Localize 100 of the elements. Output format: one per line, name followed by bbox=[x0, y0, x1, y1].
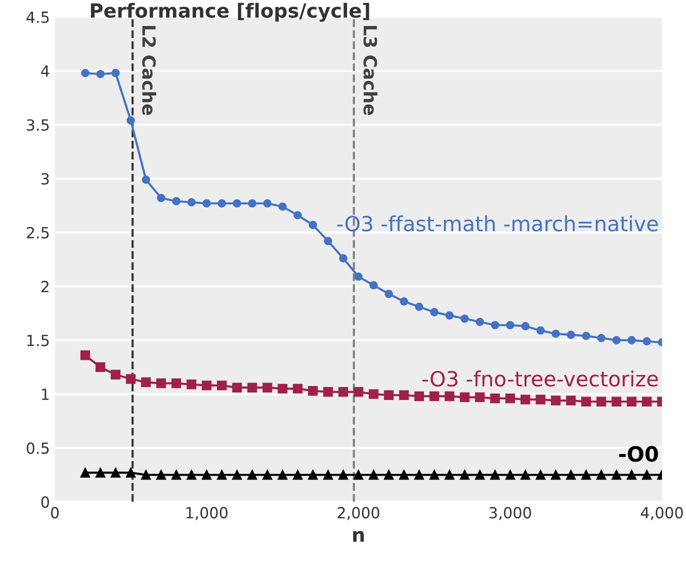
point bbox=[232, 470, 242, 480]
point bbox=[414, 302, 424, 311]
point bbox=[187, 198, 196, 206]
point bbox=[308, 220, 318, 230]
series-label: -O3 -ffast-math -march=native bbox=[337, 215, 658, 232]
point bbox=[430, 308, 438, 316]
point bbox=[156, 470, 166, 480]
point bbox=[278, 384, 288, 394]
point bbox=[110, 468, 120, 478]
point bbox=[186, 470, 196, 480]
y-tick-label: 3.5 bbox=[26, 119, 49, 131]
point bbox=[581, 470, 591, 480]
y-tick-label: 2.5 bbox=[26, 226, 49, 238]
point bbox=[414, 391, 424, 402]
point bbox=[263, 199, 272, 208]
point bbox=[126, 116, 135, 125]
x-tick-label: 2,000 bbox=[338, 506, 380, 520]
ref-line-label: L2 Cache bbox=[142, 26, 156, 115]
point bbox=[596, 396, 606, 406]
point bbox=[612, 396, 622, 406]
point bbox=[444, 391, 454, 402]
point bbox=[612, 336, 621, 344]
point bbox=[171, 470, 182, 480]
point bbox=[278, 202, 287, 211]
x-tick-label: 3,000 bbox=[490, 506, 532, 520]
point bbox=[186, 380, 196, 390]
point bbox=[384, 390, 394, 400]
point bbox=[627, 336, 636, 344]
x-tick-label: 4,000 bbox=[640, 506, 683, 520]
point bbox=[550, 470, 561, 480]
point bbox=[308, 470, 318, 480]
point bbox=[505, 470, 516, 480]
point bbox=[612, 470, 622, 480]
point bbox=[400, 297, 408, 306]
point bbox=[338, 470, 348, 480]
point bbox=[368, 470, 378, 480]
point bbox=[323, 387, 333, 397]
point bbox=[110, 370, 120, 380]
point bbox=[552, 330, 560, 338]
point bbox=[368, 389, 378, 399]
point bbox=[460, 470, 470, 480]
point bbox=[354, 470, 364, 480]
point bbox=[536, 470, 546, 480]
point bbox=[247, 470, 258, 480]
point bbox=[96, 468, 106, 478]
point bbox=[505, 394, 516, 404]
point bbox=[642, 470, 652, 480]
point bbox=[566, 470, 576, 480]
point bbox=[354, 272, 363, 281]
point bbox=[460, 314, 469, 323]
point bbox=[202, 380, 212, 390]
point bbox=[248, 199, 256, 208]
point bbox=[141, 377, 151, 388]
point bbox=[232, 382, 242, 392]
point bbox=[596, 470, 606, 480]
point bbox=[642, 396, 652, 406]
point bbox=[384, 290, 393, 298]
y-tick-label: 3 bbox=[41, 173, 49, 185]
point bbox=[429, 470, 440, 480]
y-tick-label: 0.5 bbox=[26, 442, 49, 454]
point bbox=[566, 330, 576, 339]
point bbox=[247, 382, 258, 392]
point bbox=[96, 70, 105, 78]
point bbox=[278, 470, 288, 480]
point bbox=[202, 199, 211, 208]
point bbox=[216, 380, 227, 390]
point bbox=[444, 470, 454, 480]
point bbox=[399, 470, 409, 480]
point bbox=[550, 396, 561, 406]
point bbox=[490, 470, 500, 480]
x-axis-title: n bbox=[353, 530, 364, 542]
point bbox=[429, 391, 440, 402]
point bbox=[626, 470, 636, 480]
point bbox=[597, 334, 606, 342]
point bbox=[126, 374, 136, 384]
x-tick-label: 1,000 bbox=[186, 506, 228, 520]
point bbox=[354, 387, 364, 397]
point bbox=[581, 396, 591, 406]
x-tick-label: 0 bbox=[51, 506, 59, 518]
point bbox=[216, 470, 227, 480]
point bbox=[506, 320, 514, 330]
series-label: -O3 -fno-tree-vectorize bbox=[422, 370, 658, 387]
point bbox=[490, 394, 500, 404]
point bbox=[476, 318, 484, 326]
point bbox=[369, 281, 378, 290]
point bbox=[536, 394, 546, 404]
point bbox=[384, 470, 394, 480]
point bbox=[292, 384, 303, 394]
series-label: -O0 bbox=[619, 446, 658, 462]
point bbox=[474, 470, 485, 480]
y-tick-label: 4.5 bbox=[26, 12, 49, 24]
point bbox=[172, 197, 180, 206]
point bbox=[324, 236, 332, 246]
point bbox=[202, 470, 212, 480]
point bbox=[81, 68, 90, 78]
point bbox=[414, 470, 424, 480]
point bbox=[80, 468, 90, 478]
point bbox=[338, 387, 348, 397]
point bbox=[566, 396, 576, 406]
point bbox=[460, 392, 470, 402]
